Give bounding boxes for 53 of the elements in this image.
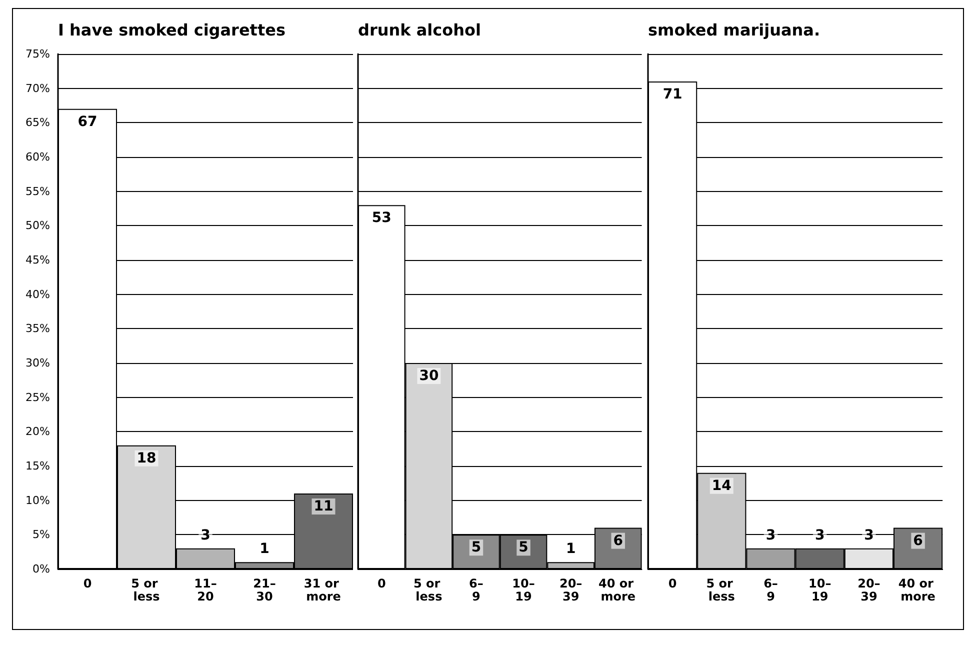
x-tick-label: 10–19 (808, 576, 832, 604)
y-tick-label: 35% (26, 322, 50, 336)
y-tick-label: 45% (26, 254, 50, 266)
x-tick-label: 0 (83, 576, 92, 590)
y-tick-label: 30% (26, 356, 50, 370)
y-tick-label: 60% (26, 150, 50, 164)
data-label: 14 (712, 478, 732, 494)
chart-title: smoked marijuana. (648, 20, 820, 40)
y-tick-label: 55% (26, 184, 50, 198)
x-tick-label: 20–39 (559, 576, 582, 604)
data-label: 6 (913, 532, 923, 549)
data-label: 1 (260, 541, 270, 558)
x-tick-label: 0 (668, 576, 677, 590)
y-tick-label: 25% (26, 390, 50, 404)
y-tick-label: 70% (26, 82, 50, 95)
y-tick-label: 5% (32, 528, 50, 542)
data-label: 3 (200, 527, 210, 544)
x-tick-label: 0 (377, 576, 386, 590)
data-label: 1 (566, 541, 576, 558)
data-label: 3 (814, 527, 825, 544)
x-tick-label: 10–19 (512, 576, 535, 604)
x-tick-label: 5 or less (131, 576, 162, 604)
data-label: 3 (864, 527, 874, 544)
data-label: 11 (314, 498, 334, 514)
y-tick-label: 40% (26, 288, 50, 301)
x-tick-label: 6–9 (469, 576, 484, 604)
y-tick-label: 0% (32, 562, 50, 576)
x-tick-label: 21–30 (253, 576, 276, 604)
chart-title: drunk alcohol (358, 20, 481, 40)
x-tick-label: 5 or less (706, 576, 738, 604)
y-tick-label: 75% (26, 48, 50, 60)
data-label: 5 (471, 540, 482, 556)
y-tick-label: 20% (26, 425, 50, 438)
data-label: 67 (78, 114, 98, 130)
data-label: 3 (766, 527, 776, 544)
x-tick-label: 6–9 (764, 576, 778, 604)
y-tick-label: 10% (26, 494, 50, 507)
data-label: 18 (136, 450, 156, 466)
y-tick-label: 50% (26, 219, 50, 232)
x-tick-label: 40 or more (898, 576, 938, 604)
data-label: 5 (518, 540, 528, 556)
x-tick-label: 11–20 (194, 576, 217, 604)
x-tick-label: 5 or less (414, 576, 444, 604)
data-label: 71 (662, 86, 682, 102)
data-label: 53 (372, 210, 392, 226)
chart-title: I have smoked cigarettes (58, 20, 286, 40)
y-tick-label: 15% (26, 460, 50, 472)
x-tick-label: 40 or more (598, 576, 638, 604)
x-tick-label: 31 or more (304, 576, 344, 604)
data-label: 30 (419, 368, 439, 384)
y-tick-label: 65% (26, 116, 50, 130)
data-label: 6 (613, 532, 623, 549)
x-tick-label: 20–39 (858, 576, 880, 604)
